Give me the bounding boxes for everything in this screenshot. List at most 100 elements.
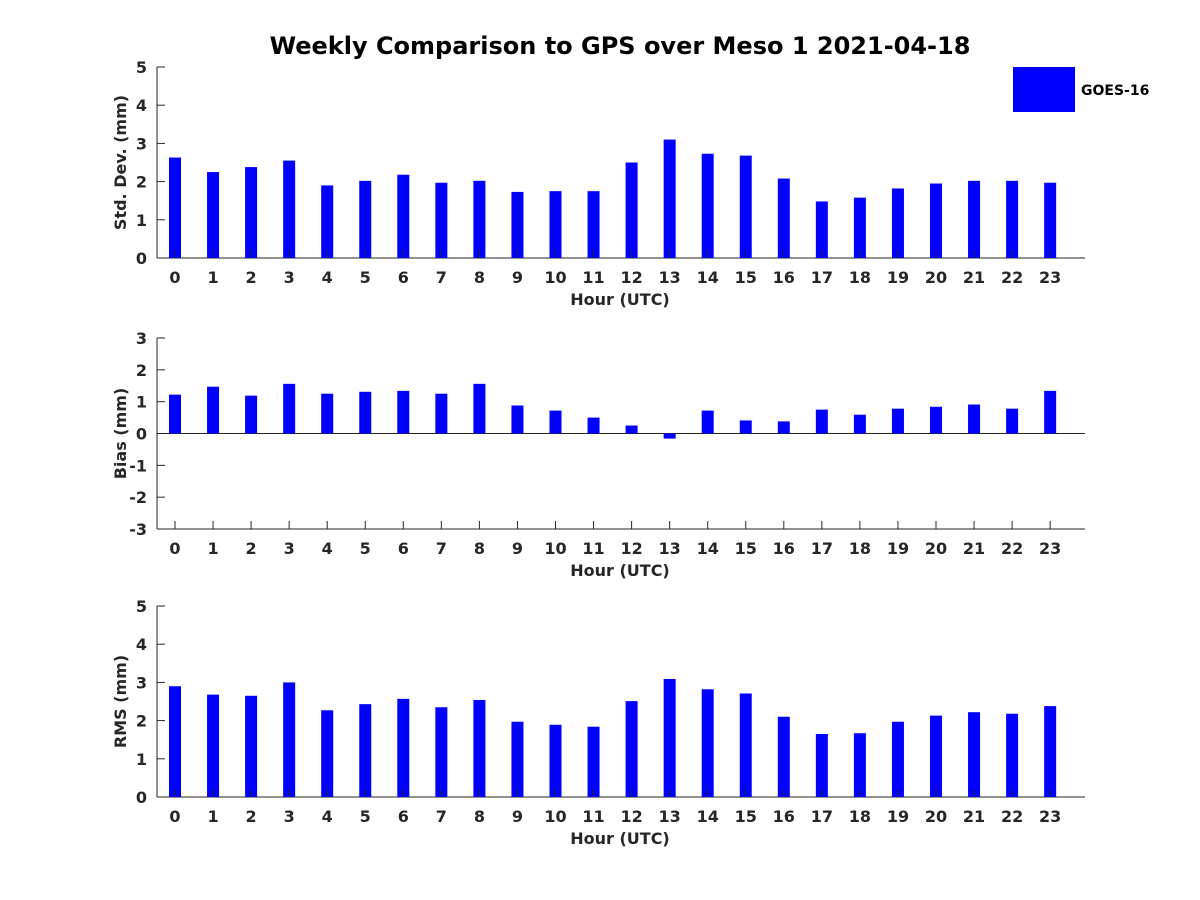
std-dev-bar xyxy=(511,191,524,258)
bias-y-tick-label: 1 xyxy=(136,393,147,412)
bias-bar xyxy=(739,420,752,434)
bias-bar xyxy=(511,405,524,434)
rms-bar xyxy=(739,693,752,797)
rms-x-tick-label: 13 xyxy=(659,807,681,826)
rms-bar xyxy=(169,686,181,797)
std-dev-bar xyxy=(930,183,942,258)
bias-x-tick-label: 7 xyxy=(436,539,447,558)
bias-x-tick-label: 8 xyxy=(474,539,485,558)
legend-label: GOES-16 xyxy=(1081,83,1149,99)
rms-x-tick-label: 20 xyxy=(925,807,947,826)
std-dev-bar xyxy=(587,191,600,258)
std-dev-bar xyxy=(1006,180,1019,258)
std-dev-x-tick-label: 6 xyxy=(398,268,409,287)
rms-bar xyxy=(511,721,524,797)
rms-x-tick-label: 6 xyxy=(398,807,409,826)
rms-bar xyxy=(853,733,866,797)
bias-x-tick-label: 17 xyxy=(811,539,833,558)
rms-x-tick-label: 2 xyxy=(246,807,257,826)
rms-x-tick-label: 9 xyxy=(512,807,523,826)
rms-bar xyxy=(473,699,486,797)
rms-y-tick-label: 0 xyxy=(136,788,147,807)
bias-x-tick-label: 5 xyxy=(360,539,371,558)
std-dev-x-tick-label: 16 xyxy=(773,268,795,287)
std-dev-x-tick-label: 1 xyxy=(207,268,218,287)
bias-x-tick-label: 11 xyxy=(582,539,604,558)
std-dev-x-tick-label: 3 xyxy=(284,268,295,287)
std-dev-x-tick-label: 15 xyxy=(735,268,757,287)
bias-bar xyxy=(853,414,866,434)
std-dev-bar xyxy=(968,180,981,258)
bias-x-tick-label: 13 xyxy=(659,539,681,558)
bias-x-tick-label: 23 xyxy=(1039,539,1061,558)
std-dev-bar xyxy=(777,178,790,258)
std-dev-bar xyxy=(359,180,372,258)
std-dev-x-tick-label: 0 xyxy=(169,268,180,287)
bias-x-tick-label: 19 xyxy=(887,539,909,558)
rms-x-tick-label: 10 xyxy=(544,807,566,826)
bias-x-tick-label: 14 xyxy=(697,539,719,558)
bias-x-tick-label: 12 xyxy=(620,539,642,558)
rms-bar xyxy=(549,724,562,797)
rms-x-tick-label: 7 xyxy=(436,807,447,826)
rms-x-tick-label: 15 xyxy=(735,807,757,826)
std-dev-x-tick-label: 11 xyxy=(582,268,604,287)
std-dev-bar xyxy=(245,167,258,258)
bias-bar xyxy=(968,404,981,434)
rms-x-tick-label: 8 xyxy=(474,807,485,826)
rms-bar xyxy=(587,726,600,797)
rms-x-tick-label: 11 xyxy=(582,807,604,826)
bias-x-tick-label: 1 xyxy=(207,539,218,558)
bias-y-tick-label: 3 xyxy=(136,329,147,348)
std-dev-bar xyxy=(397,174,410,258)
bias-x-tick-label: 18 xyxy=(849,539,871,558)
std-dev-bar xyxy=(853,197,866,258)
bias-x-tick-label: 21 xyxy=(963,539,985,558)
bias-bar xyxy=(777,421,790,434)
rms-bar xyxy=(815,733,828,797)
bias-bar xyxy=(701,410,714,434)
std-dev-bar xyxy=(739,155,752,258)
bias-x-tick-label: 20 xyxy=(925,539,947,558)
rms-x-tick-label: 4 xyxy=(322,807,333,826)
std-dev-bar xyxy=(625,162,638,258)
rms-bar xyxy=(435,707,448,797)
rms-bar xyxy=(891,721,904,797)
std-dev-bar xyxy=(701,153,714,258)
std-dev-bar xyxy=(891,188,904,258)
bias-bar xyxy=(930,406,942,434)
rms-y-tick-label: 3 xyxy=(136,673,147,692)
bias-bar xyxy=(1044,390,1057,434)
std-dev-bar xyxy=(663,139,676,258)
std-dev-y-tick-label: 3 xyxy=(136,134,147,153)
rms-bar xyxy=(930,715,942,797)
std-dev-y-tick-label: 0 xyxy=(136,249,147,268)
std-dev-x-tick-label: 21 xyxy=(963,268,985,287)
bias-x-tick-label: 3 xyxy=(284,539,295,558)
bias-bar xyxy=(587,417,600,434)
std-dev-x-tick-label: 23 xyxy=(1039,268,1061,287)
bias-bar xyxy=(397,390,410,434)
bias-y-tick-label: 2 xyxy=(136,361,147,380)
std-dev-y-tick-label: 5 xyxy=(136,58,147,77)
rms-y-tick-label: 2 xyxy=(136,712,147,731)
rms-bar xyxy=(397,698,410,797)
rms-bar xyxy=(1006,713,1019,797)
rms-x-tick-label: 21 xyxy=(963,807,985,826)
bias-bar xyxy=(625,425,638,434)
bias-x-tick-label: 6 xyxy=(398,539,409,558)
std-dev-x-tick-label: 18 xyxy=(849,268,871,287)
std-dev-x-tick-label: 19 xyxy=(887,268,909,287)
rms-bar xyxy=(663,678,676,797)
std-dev-x-tick-label: 9 xyxy=(512,268,523,287)
bias-bar xyxy=(207,386,220,434)
std-dev-x-tick-label: 12 xyxy=(620,268,642,287)
rms-x-tick-label: 18 xyxy=(849,807,871,826)
std-dev-x-tick-label: 20 xyxy=(925,268,947,287)
bias-bar xyxy=(169,394,181,434)
std-dev-y-tick-label: 4 xyxy=(136,96,147,115)
std-dev-x-tick-label: 4 xyxy=(322,268,333,287)
rms-x-tick-label: 1 xyxy=(207,807,218,826)
rms-x-tick-label: 14 xyxy=(697,807,719,826)
